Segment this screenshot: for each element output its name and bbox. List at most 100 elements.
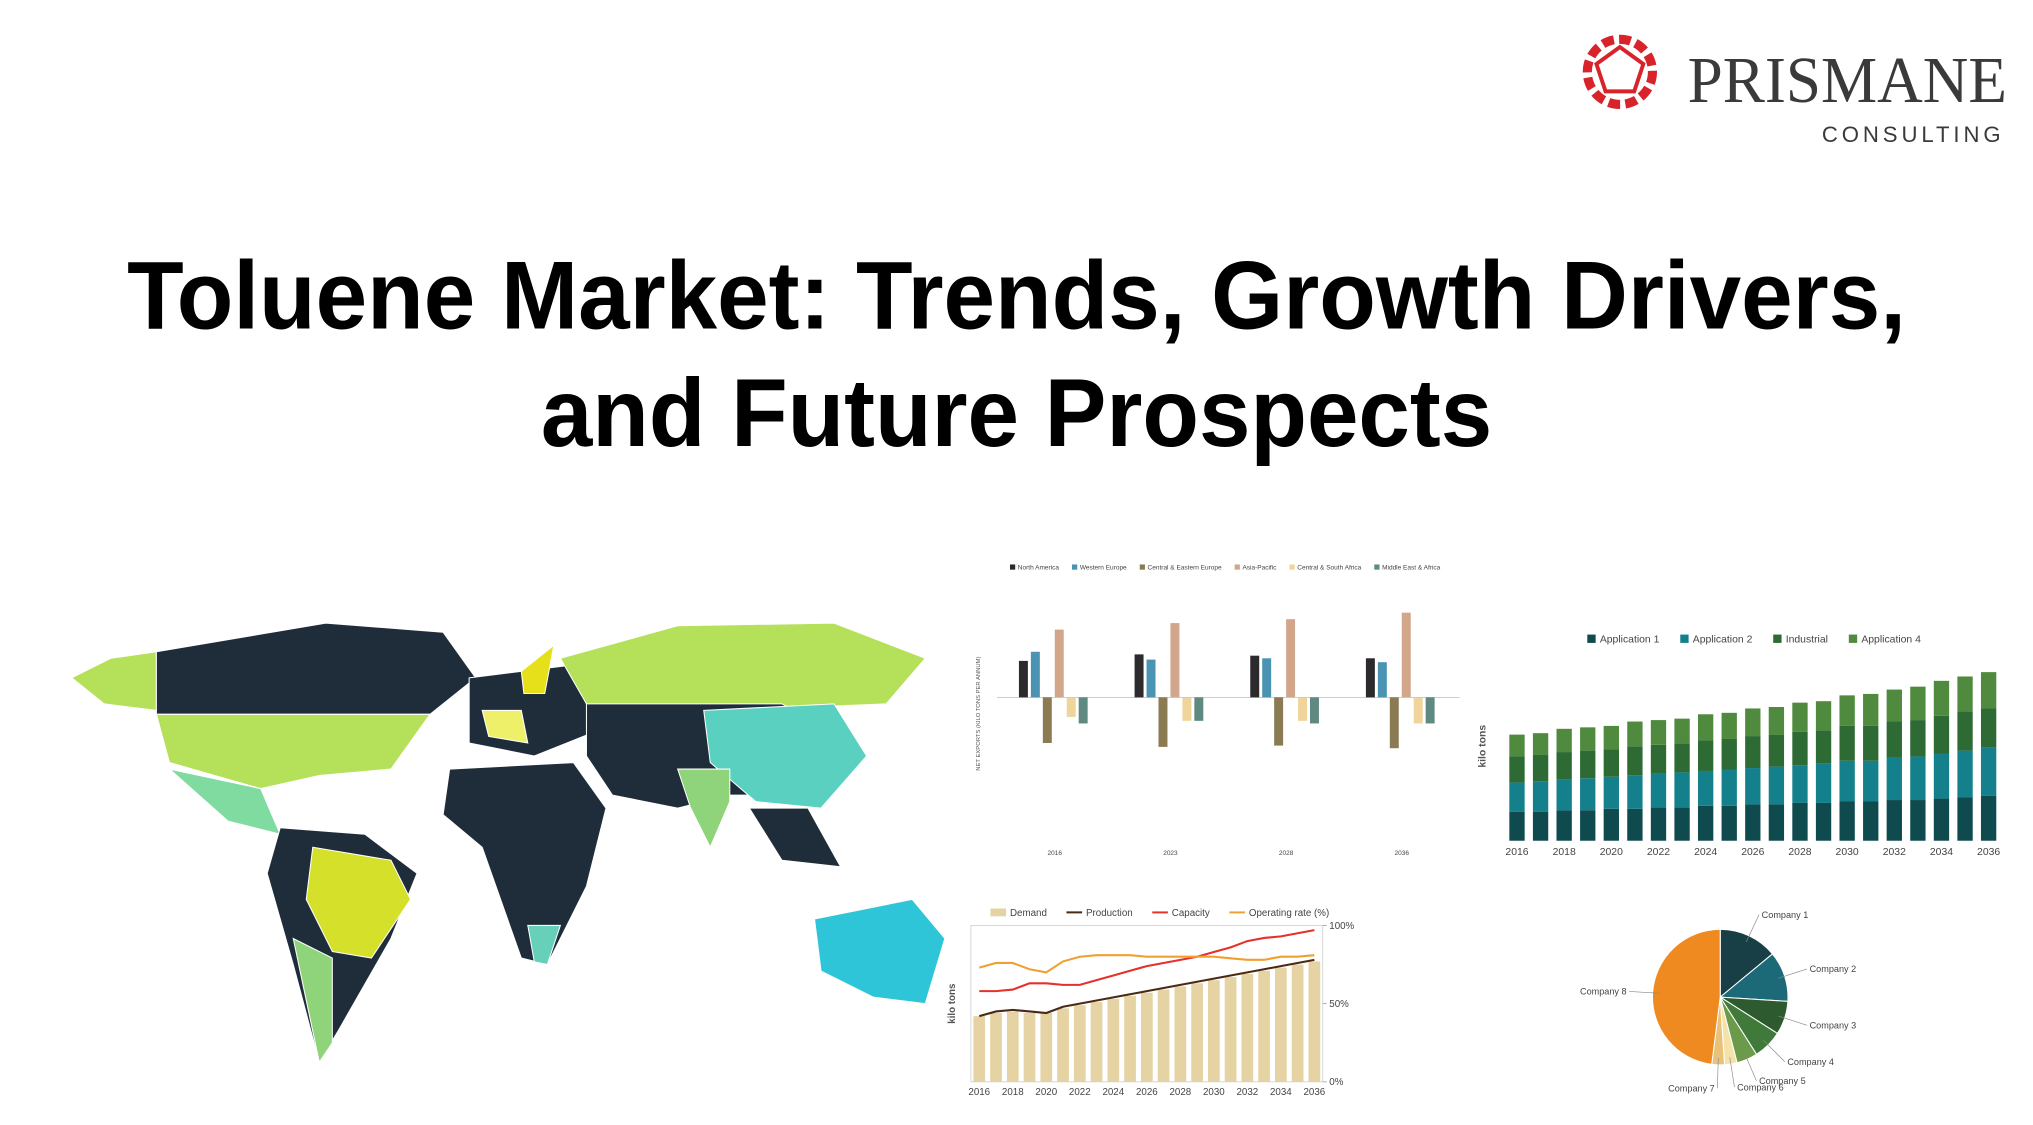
leader-line	[1763, 1040, 1785, 1062]
bar	[1066, 697, 1076, 717]
bar	[1194, 697, 1204, 721]
bar-segment	[1721, 805, 1737, 841]
leader-line	[1717, 1058, 1719, 1089]
legend-swatch	[1680, 634, 1689, 643]
bar-segment	[1768, 766, 1785, 805]
bar-segment	[1745, 804, 1761, 841]
bar-segment	[1886, 800, 1902, 841]
y-axis-label: NET EXPORTS (KILO TONS PER ANNUM)	[976, 657, 982, 771]
bar	[1054, 629, 1064, 698]
bar-segment	[1910, 686, 1926, 721]
x-tick-label: 2018	[1553, 847, 1576, 858]
x-tick-label: 2036	[1977, 847, 2000, 858]
bar-segment	[1792, 731, 1808, 766]
bar-segment	[1910, 720, 1926, 757]
bar-segment	[1650, 744, 1667, 774]
bar-segment	[1580, 750, 1596, 779]
bar-segment	[1627, 746, 1643, 776]
bar	[1308, 961, 1321, 1082]
bar-segment	[1697, 740, 1714, 771]
bar-segment	[1580, 778, 1596, 811]
map-region	[520, 643, 555, 694]
leader-line	[1745, 914, 1760, 943]
x-tick-label: 2020	[1035, 1087, 1057, 1098]
bar	[1377, 662, 1387, 698]
bar	[1124, 995, 1136, 1082]
bar	[1262, 658, 1272, 698]
bar-segment	[1792, 702, 1808, 732]
bar-segment	[1815, 730, 1832, 764]
slice-label: Company 2	[1810, 964, 1857, 974]
bar-segment	[1745, 736, 1761, 769]
brand-name: PRISMANE	[1688, 45, 2007, 117]
bar-segment	[1556, 752, 1572, 780]
bar-segment	[1980, 795, 1997, 841]
bar-segment	[1910, 756, 1926, 801]
line	[979, 929, 1315, 993]
x-tick-label: 2016	[1505, 847, 1528, 858]
y2-tick-label: 50%	[1329, 999, 1349, 1010]
bar-segment	[1957, 676, 1973, 712]
bar	[1042, 697, 1052, 743]
legend-swatch	[1009, 564, 1016, 570]
x-tick-label: 2028	[1279, 850, 1294, 857]
bar-segment	[1957, 750, 1973, 798]
x-tick-label: 2016	[1048, 850, 1063, 857]
bar-segment	[1532, 811, 1549, 841]
legend-swatch	[1072, 564, 1078, 570]
bar-segment	[1627, 775, 1643, 809]
bar	[973, 1016, 986, 1082]
bar-segment	[1603, 749, 1619, 777]
bar-segment	[1863, 760, 1879, 802]
bar	[1006, 1011, 1019, 1082]
bar	[1146, 659, 1156, 698]
legend-label: North America	[1018, 564, 1060, 571]
map-region	[676, 768, 731, 849]
bar-segment	[1886, 757, 1902, 801]
legend-label: Western Europe	[1080, 564, 1127, 571]
bar-segment	[1509, 756, 1525, 783]
bar	[1258, 970, 1270, 1082]
bar-segment	[1603, 808, 1619, 841]
slice-label: Company 3	[1810, 1021, 1857, 1031]
bar	[1018, 660, 1028, 698]
x-tick-label: 2034	[1930, 847, 1953, 858]
bar-segment	[1980, 708, 1997, 748]
legend-label: Middle East & Africa	[1382, 564, 1441, 571]
map-region	[527, 924, 562, 966]
y2-tick-label: 100%	[1329, 921, 1354, 932]
bar-segment	[1815, 701, 1832, 731]
y2-tick-label: 0%	[1329, 1077, 1343, 1088]
bar-segment	[1957, 711, 1973, 751]
logo-ring	[1582, 34, 1658, 109]
x-tick-label: 2026	[1136, 1087, 1158, 1098]
legend-label: Application 1	[1600, 634, 1660, 645]
bar	[1241, 973, 1254, 1082]
bar-segment	[1697, 714, 1714, 741]
legend-label: Operating rate (%)	[1249, 908, 1329, 919]
line	[978, 958, 1315, 1018]
bar	[1073, 1005, 1086, 1082]
bar	[1274, 697, 1284, 746]
x-tick-label: 2016	[968, 1087, 990, 1098]
map-region	[703, 703, 868, 809]
x-tick-label: 2036	[1304, 1087, 1326, 1098]
legend-swatch	[1139, 564, 1145, 570]
x-tick-label: 2030	[1203, 1087, 1225, 1098]
chart: North America Western Europe Central & Eas…	[976, 564, 1460, 857]
bar-segment	[1532, 733, 1549, 755]
x-tick-label: 2028	[1788, 847, 1811, 858]
legend-label: Application 2	[1693, 634, 1753, 645]
bar	[1030, 651, 1040, 698]
map-region	[155, 713, 432, 790]
bar	[1207, 980, 1220, 1082]
bar	[1298, 697, 1308, 721]
logo-pentagon	[1594, 44, 1646, 94]
leader-line	[1778, 968, 1808, 979]
bar	[1107, 998, 1120, 1082]
bar-segment	[1674, 743, 1690, 773]
bar-segment	[1603, 725, 1619, 750]
bar	[1286, 619, 1296, 698]
legend-swatch	[1773, 634, 1782, 643]
bar-segment	[1768, 707, 1785, 735]
